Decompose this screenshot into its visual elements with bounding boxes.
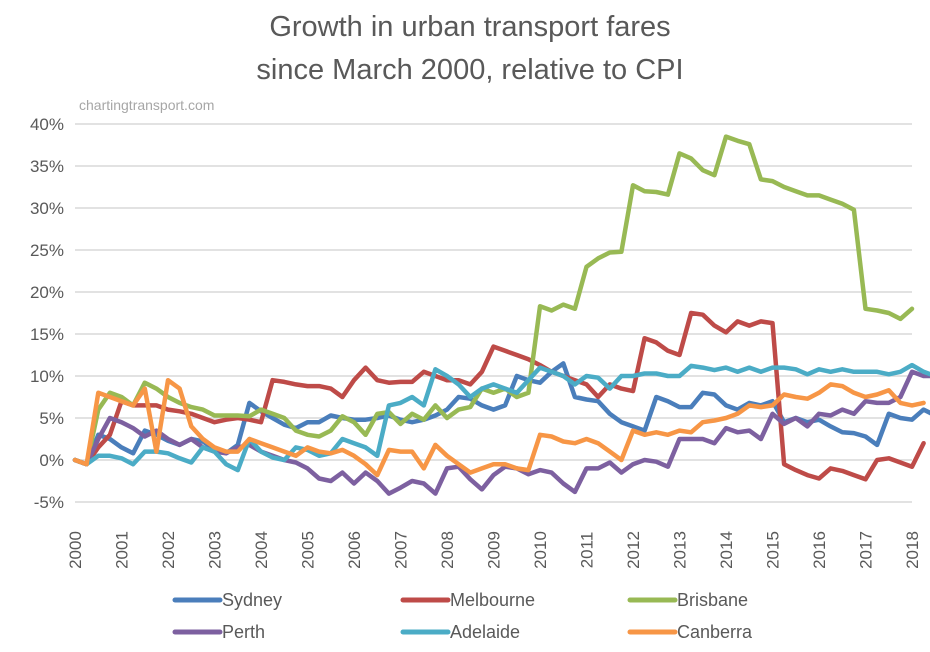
x-tick-label: 2014 bbox=[717, 531, 736, 569]
legend-label: Adelaide bbox=[450, 622, 520, 642]
legend-item-sydney: Sydney bbox=[172, 590, 282, 610]
legend-item-adelaide: Adelaide bbox=[400, 622, 520, 642]
x-tick-label: 2000 bbox=[66, 531, 85, 569]
x-tick-label: 2009 bbox=[485, 531, 504, 569]
y-axis: 40% 35% 30% 25% 20% 15% 10% 5% 0% -5% bbox=[30, 115, 64, 512]
y-tick-label: 15% bbox=[30, 325, 64, 344]
x-axis: 2000 2001 2002 2003 2004 2005 2006 2007 2008 2009… bbox=[66, 531, 922, 569]
y-tick-label: 20% bbox=[30, 283, 64, 302]
legend-item-melbourne: Melbourne bbox=[400, 590, 535, 610]
x-tick-label: 2016 bbox=[810, 531, 829, 569]
x-tick-label: 2003 bbox=[206, 531, 225, 569]
x-tick-label: 2013 bbox=[671, 531, 690, 569]
x-tick-label: 2004 bbox=[252, 531, 271, 569]
series-line-brisbane bbox=[72, 134, 915, 467]
y-tick-label: 35% bbox=[30, 157, 64, 176]
x-tick-label: 2015 bbox=[764, 531, 783, 569]
y-tick-label: -5% bbox=[34, 493, 64, 512]
legend: Sydney Melbourne Brisbane Perth Adelaide Canb… bbox=[172, 590, 753, 642]
x-tick-label: 2005 bbox=[299, 531, 318, 569]
x-tick-label: 2002 bbox=[159, 531, 178, 569]
legend-label: Brisbane bbox=[677, 590, 748, 610]
x-tick-label: 2017 bbox=[857, 531, 876, 569]
x-tick-label: 2010 bbox=[531, 531, 550, 569]
legend-item-brisbane: Brisbane bbox=[627, 590, 748, 610]
x-tick-label: 2006 bbox=[345, 531, 364, 569]
x-tick-label: 2018 bbox=[903, 531, 922, 569]
legend-label: Sydney bbox=[222, 590, 282, 610]
chart-subtitle: since March 2000, relative to CPI bbox=[256, 54, 683, 86]
legend-item-canberra: Canberra bbox=[627, 622, 753, 642]
series-line-melbourne bbox=[72, 310, 926, 482]
gridlines bbox=[75, 123, 912, 503]
x-tick-label: 2001 bbox=[113, 531, 132, 569]
y-tick-label: 30% bbox=[30, 199, 64, 218]
y-tick-label: 5% bbox=[39, 409, 64, 428]
legend-label: Perth bbox=[222, 622, 265, 642]
x-tick-label: 2008 bbox=[438, 531, 457, 569]
legend-label: Canberra bbox=[677, 622, 753, 642]
y-tick-label: 10% bbox=[30, 367, 64, 386]
series-line-adelaide bbox=[72, 362, 930, 473]
chart-title: Growth in urban transport fares bbox=[269, 11, 670, 43]
y-tick-label: 0% bbox=[39, 451, 64, 470]
x-tick-label: 2007 bbox=[392, 531, 411, 569]
x-tick-label: 2012 bbox=[624, 531, 643, 569]
legend-item-perth: Perth bbox=[172, 622, 265, 642]
y-tick-label: 40% bbox=[30, 115, 64, 134]
series-line-perth bbox=[72, 369, 930, 496]
series-line-canberra bbox=[72, 377, 926, 478]
series-lines bbox=[72, 134, 930, 496]
source-note: chartingtransport.com bbox=[79, 97, 214, 113]
legend-label: Melbourne bbox=[450, 590, 535, 610]
y-tick-label: 25% bbox=[30, 241, 64, 260]
x-tick-label: 2011 bbox=[578, 532, 597, 569]
